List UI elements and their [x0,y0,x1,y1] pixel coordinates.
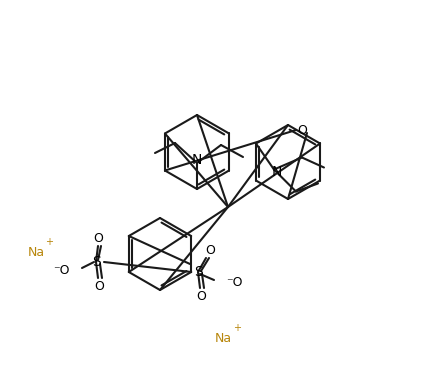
Text: +: + [233,323,241,333]
Text: O: O [196,290,206,303]
Text: Na: Na [215,332,232,344]
Text: O: O [297,123,307,136]
Text: S: S [92,255,100,269]
Text: ⁻O: ⁻O [226,276,242,288]
Text: O: O [94,279,104,293]
Text: S: S [194,265,202,279]
Text: N: N [192,153,202,167]
Text: Na: Na [28,246,45,259]
Text: O: O [205,244,215,256]
Text: N: N [272,165,282,179]
Text: O: O [93,232,103,244]
Text: ⁻O: ⁻O [54,264,70,276]
Text: +: + [45,237,53,247]
